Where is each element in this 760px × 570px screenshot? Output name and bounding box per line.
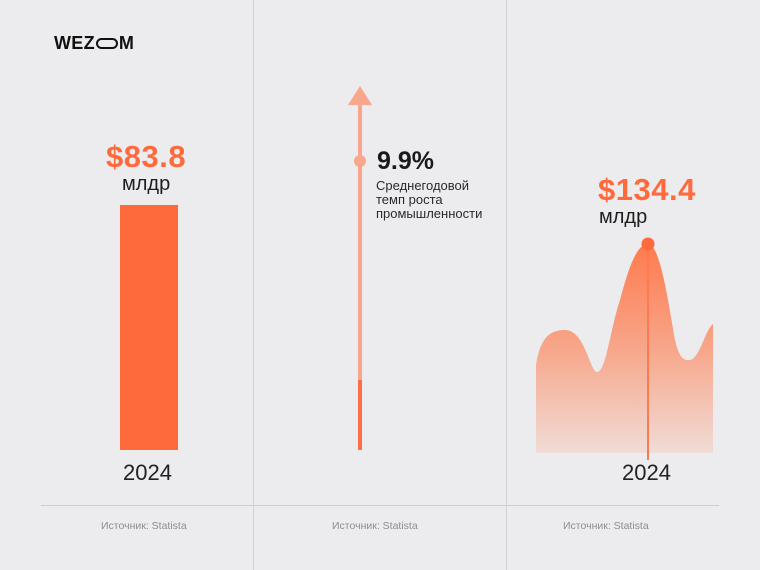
cagr-value: 9.9% — [377, 147, 434, 175]
forecast-unit: млдр — [599, 206, 648, 228]
wezom-logo: WEZ M — [54, 33, 134, 54]
growth-marker-dot — [354, 155, 366, 167]
logo-o-mark — [95, 38, 118, 49]
source-label: Источник: Statista — [332, 520, 418, 532]
growth-arrow-head — [348, 86, 372, 105]
growth-arrow-shaft-base — [358, 380, 362, 450]
market-value-unit: млдр — [122, 173, 171, 195]
bar-year-label: 2024 — [123, 460, 172, 485]
source-label: Источник: Statista — [563, 520, 649, 532]
peak-point — [641, 237, 655, 251]
column-divider — [506, 0, 507, 570]
cagr-description: Среднегодовой темп роста промышленности — [376, 179, 482, 221]
bar-2024 — [120, 205, 178, 450]
cagr-description-line: Среднегодовой — [376, 178, 470, 193]
cagr-description-line: промышленности — [376, 206, 483, 221]
area-year-label: 2024 — [622, 460, 671, 485]
source-label: Источник: Statista — [101, 520, 187, 532]
column-divider — [253, 0, 254, 570]
cagr-description-line: темп роста — [376, 192, 443, 207]
logo-text-right: M — [118, 33, 135, 53]
market-value-2024: $83.8 — [106, 139, 187, 174]
growth-arrow-shaft — [358, 104, 362, 450]
footer-divider — [41, 505, 719, 506]
area-series — [536, 244, 713, 453]
logo-text-left: WEZ — [54, 33, 95, 53]
forecast-value: $134.4 — [598, 172, 696, 207]
